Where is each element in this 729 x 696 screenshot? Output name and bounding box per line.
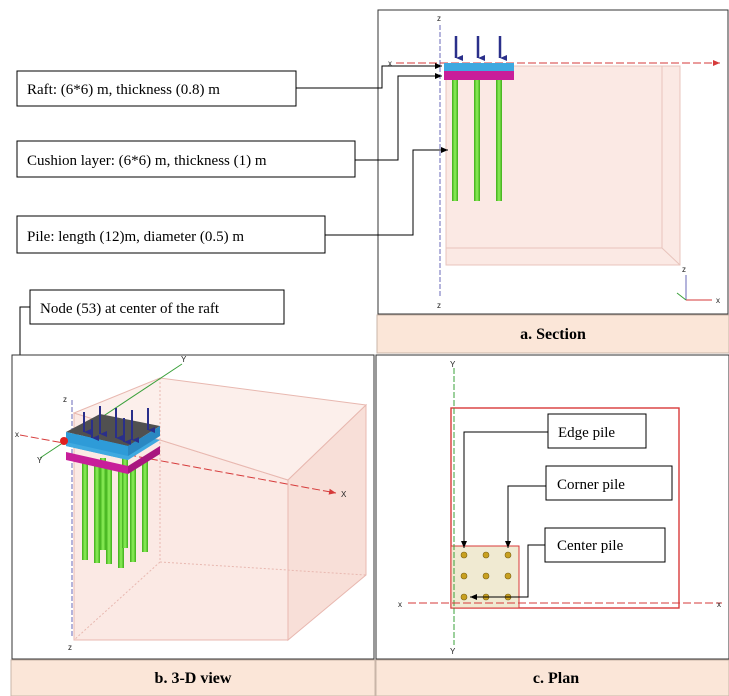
section-raft bbox=[444, 63, 514, 71]
view3d-y-label-2: Y bbox=[37, 456, 43, 465]
caption-3d-box: b. 3-D view bbox=[11, 660, 375, 696]
caption-plan-box: c. Plan bbox=[376, 660, 729, 696]
center-pile-label: Center pile bbox=[557, 538, 624, 554]
caption-section: a. Section bbox=[520, 326, 586, 343]
node-53-dot bbox=[60, 437, 68, 445]
view3d-y-label: Y bbox=[181, 355, 187, 364]
section-pile-left bbox=[452, 80, 458, 201]
svg-text:z: z bbox=[682, 265, 686, 274]
caption-plan: c. Plan bbox=[533, 670, 579, 687]
section-z-label-top: z bbox=[437, 14, 441, 23]
view3d-x-label: X bbox=[341, 490, 347, 499]
cushion-callout: Cushion layer: (6*6) m, thickness (1) m bbox=[27, 153, 267, 169]
node-callout: Node (53) at center of the raft bbox=[40, 301, 220, 317]
plan-x-label-right: x bbox=[717, 600, 721, 609]
pile-callout: Pile: length (12)m, diameter (0.5) m bbox=[27, 229, 244, 245]
section-soil bbox=[446, 66, 680, 265]
edge-pile-label: Edge pile bbox=[558, 425, 615, 441]
view3d-z-label-bottom: z bbox=[68, 643, 72, 652]
view3d-panel: Y Y z z x X bbox=[12, 355, 374, 659]
corner-pile-label: Corner pile bbox=[557, 477, 625, 493]
caption-section-box: a. Section bbox=[377, 315, 729, 353]
raft-callout: Raft: (6*6) m, thickness (0.8) m bbox=[27, 82, 220, 98]
plan-y-label: Y bbox=[450, 360, 456, 369]
plan-y-label-bottom: Y bbox=[450, 647, 456, 656]
section-pile-right bbox=[496, 80, 502, 201]
section-pile-middle bbox=[474, 80, 480, 201]
view3d-x-label-left: x bbox=[15, 430, 19, 439]
section-z-label-bottom: z bbox=[437, 301, 441, 310]
plan-panel: Y Y x x Edge pile Corner pile Center pil… bbox=[376, 355, 729, 659]
section-panel: z z x z x bbox=[378, 10, 728, 314]
caption-3d: b. 3-D view bbox=[155, 670, 232, 687]
view3d-z-label: z bbox=[63, 395, 67, 404]
section-cushion bbox=[444, 71, 514, 80]
plan-x-label: x bbox=[398, 600, 402, 609]
svg-text:x: x bbox=[716, 296, 720, 305]
section-x-label: x bbox=[388, 59, 392, 68]
